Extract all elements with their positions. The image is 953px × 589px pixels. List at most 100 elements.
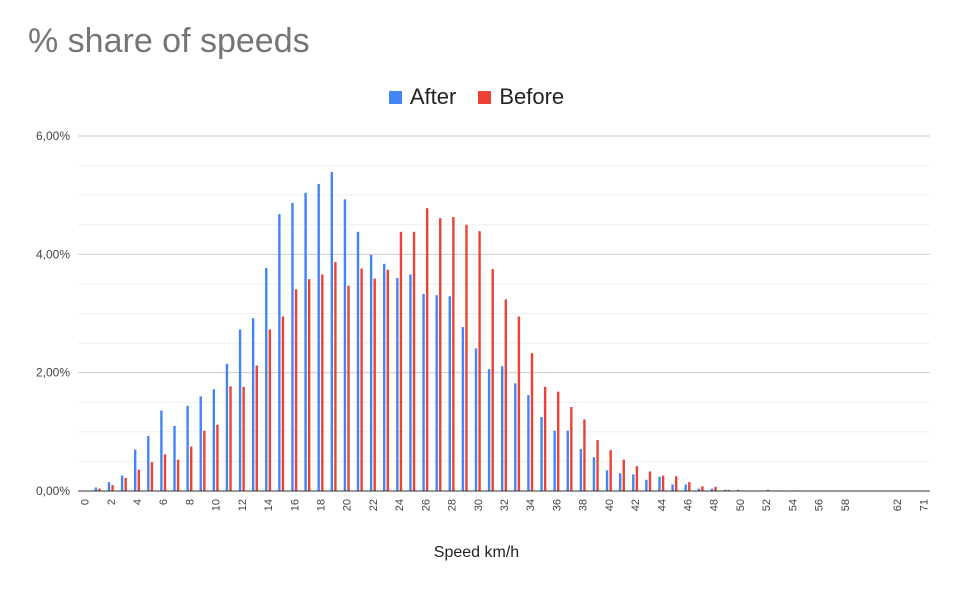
bar-before [268, 329, 272, 491]
bar-after [94, 487, 98, 491]
bar-before [190, 446, 193, 491]
bar-before [439, 218, 442, 491]
bar-before [596, 440, 599, 491]
bar-before [216, 424, 219, 491]
x-axis-title: Speed km/h [433, 544, 520, 561]
bar-before [727, 489, 730, 491]
bar-after [265, 267, 268, 491]
bar-before [583, 419, 586, 491]
bar-before [425, 208, 429, 491]
x-tick-label: 62 [892, 499, 904, 511]
bar-before [635, 466, 639, 491]
bar-before [242, 386, 245, 491]
x-tick-label: 24 [394, 499, 406, 511]
legend-label-after: After [409, 84, 457, 109]
bar-after [566, 430, 569, 491]
bar-before [321, 274, 324, 491]
bar-before [255, 365, 258, 491]
bar-after [605, 470, 609, 491]
bar-before [281, 316, 285, 491]
bar-after [474, 348, 478, 491]
bar-after [383, 263, 386, 491]
bar-after [199, 396, 202, 491]
bar-after [409, 274, 412, 491]
x-tick-label: 26 [420, 499, 432, 511]
bar-before [111, 485, 114, 491]
bar-after [133, 449, 137, 491]
bar-after [592, 457, 596, 491]
bar-before [452, 217, 455, 491]
bar-before [688, 482, 691, 491]
y-tick-label: 6,00% [36, 129, 70, 143]
bar-before [465, 224, 468, 491]
bar-before [530, 353, 534, 491]
bar-before [360, 268, 363, 491]
bar-after [251, 318, 255, 491]
bar-after [330, 172, 333, 491]
bar-after [435, 295, 438, 491]
bar-after [186, 405, 189, 491]
x-tick-label: 4 [132, 499, 144, 505]
x-tick-label: 22 [368, 499, 380, 511]
legend-label-before: Before [499, 84, 565, 109]
bar-after [343, 199, 347, 491]
bar-after [396, 278, 399, 491]
x-tick-label: 30 [473, 499, 485, 511]
bar-before [176, 459, 180, 491]
bar-after [304, 192, 307, 492]
x-tick-label: 34 [525, 499, 537, 511]
bar-before [622, 459, 625, 491]
y-tick-label: 2,00% [36, 366, 70, 380]
bar-after [369, 254, 373, 491]
bar-before [98, 488, 101, 491]
bar-after [671, 484, 674, 491]
bar-after [501, 366, 504, 491]
legend-swatch-before [478, 90, 492, 104]
bar-before [373, 278, 376, 491]
x-tick-label: 16 [289, 499, 301, 511]
x-tick-label: 8 [184, 499, 196, 505]
bar-before [543, 386, 547, 491]
bar-after [710, 488, 714, 491]
bar-after [173, 425, 176, 491]
x-tick-label: 46 [683, 499, 695, 511]
x-tick-label: 28 [447, 499, 459, 511]
y-tick-label: 0,00% [36, 484, 70, 498]
x-tick-label: 52 [761, 499, 773, 511]
x-tick-label: 32 [499, 499, 511, 511]
bar-after [120, 475, 124, 491]
bar-after [487, 369, 491, 491]
bar-after [527, 395, 530, 491]
bar-after [147, 435, 150, 491]
bar-after [422, 293, 425, 491]
x-tick-label: 48 [709, 499, 721, 511]
bar-after [225, 363, 229, 491]
bar-after [736, 489, 740, 491]
y-tick-label: 4,00% [36, 247, 70, 261]
bar-before [661, 475, 665, 491]
legend-item-before[interactable]: Before [478, 84, 564, 110]
bar-after [317, 183, 320, 492]
x-tick-label: 10 [211, 499, 223, 511]
legend-item-after[interactable]: After [388, 84, 457, 110]
x-tick-label: 0 [80, 499, 92, 505]
x-tick-label: 38 [578, 499, 590, 511]
bar-before [701, 486, 704, 491]
bar-after [645, 479, 648, 491]
bar-before [648, 471, 652, 491]
legend: After Before [0, 84, 953, 110]
bar-after [212, 389, 216, 491]
bar-before [478, 231, 481, 491]
bar-after [632, 474, 635, 491]
bar-before [386, 269, 390, 491]
bar-before [203, 430, 206, 491]
bar-after [514, 383, 517, 491]
bar-before [557, 391, 560, 491]
bar-after [238, 329, 242, 491]
bar-before [124, 477, 127, 491]
x-tick-label: 42 [630, 499, 642, 511]
bar-before [294, 289, 298, 491]
x-tick-label: 40 [604, 499, 616, 511]
bar-after [160, 410, 163, 491]
